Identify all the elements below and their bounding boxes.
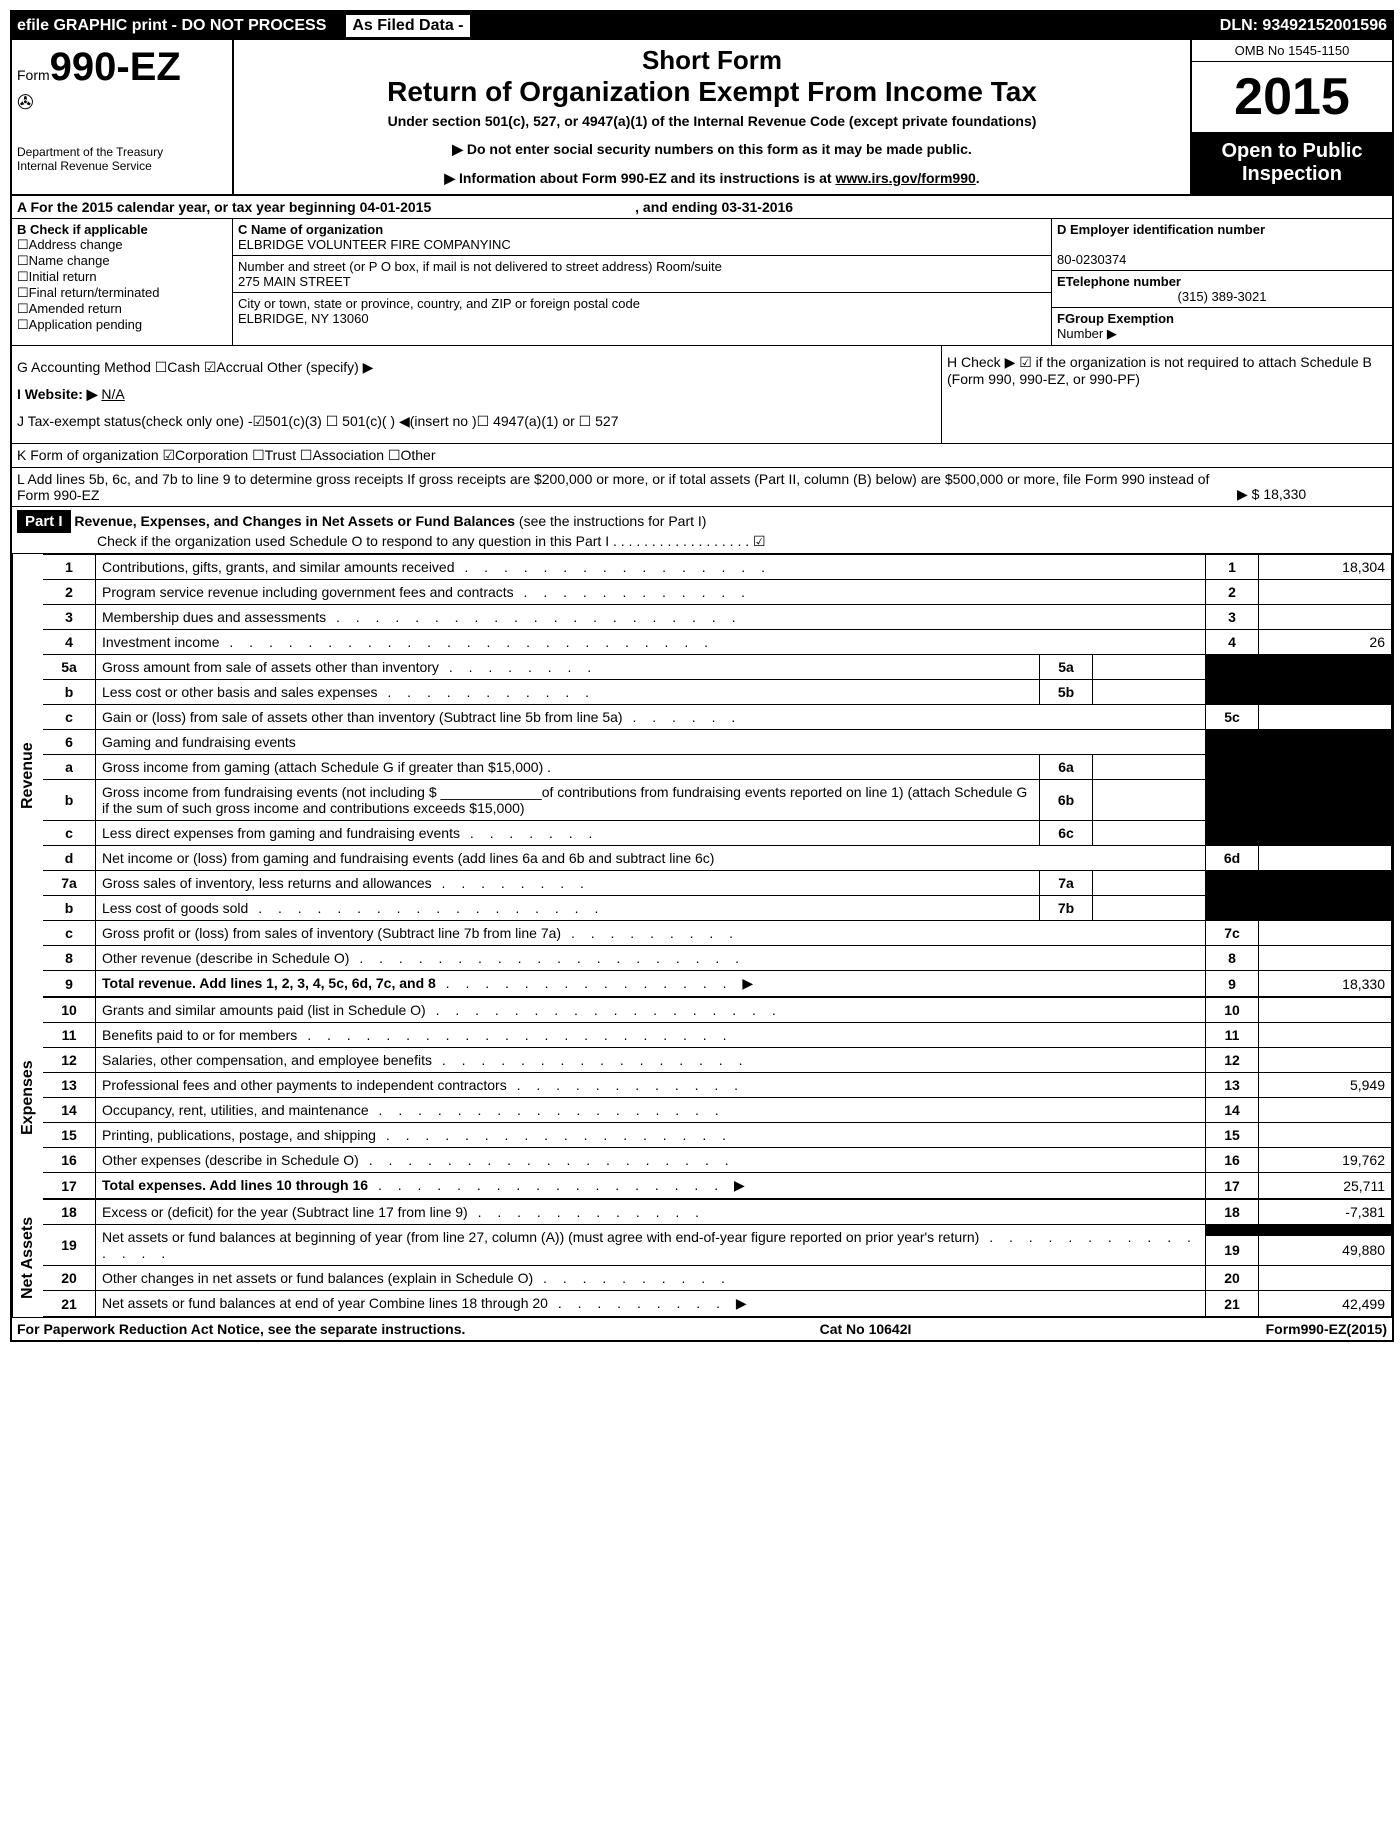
subtitle: Under section 501(c), 527, or 4947(a)(1)…: [244, 113, 1180, 129]
line13-val: 5,949: [1259, 1073, 1392, 1098]
line-g: G Accounting Method ☐Cash ☑Accrual Other…: [17, 359, 936, 376]
phone: (315) 389-3021: [1057, 289, 1387, 304]
inspection-box: Open to Public Inspection: [1192, 132, 1392, 194]
header-right: OMB No 1545-1150 2015 Open to Public Ins…: [1190, 40, 1392, 194]
col-b-checks: B Check if applicable ☐Address change ☐N…: [12, 219, 233, 345]
line21-val: 42,499: [1259, 1291, 1392, 1317]
line1-val: 18,304: [1259, 555, 1392, 580]
irs-link[interactable]: www.irs.gov/form990: [835, 170, 975, 186]
form-number: 990-EZ: [50, 45, 181, 89]
line-j: J Tax-exempt status(check only one) -☑50…: [17, 413, 936, 430]
side-label-netassets: Net Assets: [12, 1199, 43, 1317]
line-l: L Add lines 5b, 6c, and 7b to line 9 to …: [12, 468, 1392, 507]
omb-number: OMB No 1545-1150: [1192, 40, 1392, 62]
side-label-expenses: Expenses: [12, 997, 43, 1199]
header-left: Form990-EZ ✇ Department of the Treasury …: [12, 40, 234, 194]
top-bar: efile GRAPHIC print - DO NOT PROCESS As …: [12, 12, 1392, 40]
netassets-section: Net Assets 18Excess or (deficit) for the…: [12, 1199, 1392, 1317]
section-bcdef: B Check if applicable ☐Address change ☐N…: [12, 219, 1392, 346]
line19-val: 49,880: [1259, 1235, 1392, 1265]
line9-val: 18,330: [1259, 971, 1392, 997]
header-center: Short Form Return of Organization Exempt…: [234, 40, 1190, 194]
asfiled-label: As Filed Data -: [346, 15, 469, 37]
line-k: K Form of organization ☑Corporation ☐Tru…: [12, 444, 1392, 468]
side-label-revenue: Revenue: [12, 554, 43, 997]
tax-year: 2015: [1192, 62, 1392, 132]
row-a-taxyear: A For the 2015 calendar year, or tax yea…: [12, 196, 1392, 219]
line4-val: 26: [1259, 630, 1392, 655]
line16-val: 19,762: [1259, 1148, 1392, 1173]
form-990ez: efile GRAPHIC print - DO NOT PROCESS As …: [10, 10, 1394, 1342]
dln-label: DLN: 93492152001596: [1220, 17, 1387, 35]
line-l-value: ▶ $ 18,330: [1237, 486, 1387, 503]
line18-val: -7,381: [1259, 1200, 1392, 1225]
line-h: H Check ▶ ☑ if the organization is not r…: [941, 346, 1392, 443]
expenses-section: Expenses 10Grants and similar amounts pa…: [12, 997, 1392, 1199]
efile-label: efile GRAPHIC print - DO NOT PROCESS: [17, 17, 326, 35]
revenue-section: Revenue 1Contributions, gifts, grants, a…: [12, 554, 1392, 997]
form-prefix: Form: [17, 67, 50, 83]
part1-header: Part I Revenue, Expenses, and Changes in…: [12, 507, 1392, 554]
line17-val: 25,711: [1259, 1173, 1392, 1199]
dept-label: Department of the Treasury: [17, 145, 227, 159]
col-c-org: C Name of organization ELBRIDGE VOLUNTEE…: [233, 219, 1052, 345]
irs-label: Internal Revenue Service: [17, 159, 227, 173]
footer: For Paperwork Reduction Act Notice, see …: [12, 1317, 1392, 1340]
org-name: ELBRIDGE VOLUNTEER FIRE COMPANYINC: [238, 237, 1046, 252]
org-city: ELBRIDGE, NY 13060: [238, 311, 1046, 326]
col-def: D Employer identification number 80-0230…: [1052, 219, 1392, 345]
title-shortform: Short Form: [244, 45, 1180, 76]
instr-link: ▶ Information about Form 990-EZ and its …: [244, 170, 1180, 187]
org-street: 275 MAIN STREET: [238, 274, 1046, 289]
title-return: Return of Organization Exempt From Incom…: [244, 76, 1180, 108]
line-i: I Website: ▶ N/A: [17, 386, 936, 403]
instr-ssn: ▶ Do not enter social security numbers o…: [244, 141, 1180, 158]
ghi-section: G Accounting Method ☐Cash ☑Accrual Other…: [12, 346, 1392, 444]
header-row: Form990-EZ ✇ Department of the Treasury …: [12, 40, 1392, 196]
ein: 80-0230374: [1057, 252, 1126, 267]
